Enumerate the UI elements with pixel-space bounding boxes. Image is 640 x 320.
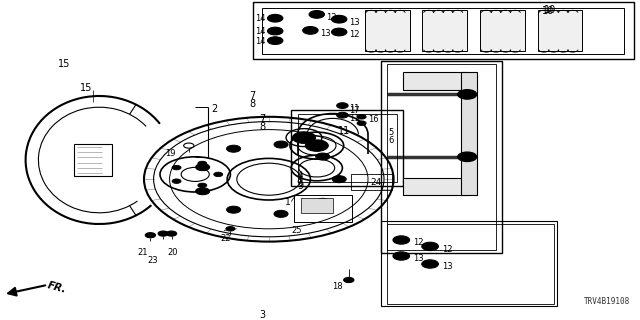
Text: 15: 15 xyxy=(80,83,93,93)
Text: 18: 18 xyxy=(332,282,342,291)
Circle shape xyxy=(332,176,346,183)
Circle shape xyxy=(274,141,288,148)
Polygon shape xyxy=(480,10,525,51)
Text: FR.: FR. xyxy=(46,281,67,295)
Bar xyxy=(291,110,403,186)
Circle shape xyxy=(316,198,330,205)
Text: 11: 11 xyxy=(338,126,351,136)
Text: 16: 16 xyxy=(368,115,379,124)
Text: 14: 14 xyxy=(255,14,266,23)
Circle shape xyxy=(309,11,324,18)
Bar xyxy=(298,114,397,182)
Circle shape xyxy=(357,115,366,119)
Bar xyxy=(387,64,496,250)
Bar xyxy=(351,174,392,190)
Bar xyxy=(381,61,502,253)
Text: 17: 17 xyxy=(349,106,360,115)
Circle shape xyxy=(316,153,330,160)
Circle shape xyxy=(198,183,207,188)
Text: 12: 12 xyxy=(349,30,359,39)
Text: 11: 11 xyxy=(349,114,359,123)
Text: 22: 22 xyxy=(220,234,230,243)
Text: 7: 7 xyxy=(259,114,266,124)
Text: 8: 8 xyxy=(259,122,266,132)
Text: 24: 24 xyxy=(370,178,381,187)
Text: 6: 6 xyxy=(388,136,394,145)
Text: 21: 21 xyxy=(138,248,148,257)
Circle shape xyxy=(227,206,241,213)
Circle shape xyxy=(166,231,177,236)
Text: 4: 4 xyxy=(298,173,304,183)
Bar xyxy=(74,144,112,176)
Text: 8: 8 xyxy=(250,99,256,109)
Text: 9: 9 xyxy=(298,181,304,191)
Circle shape xyxy=(332,28,347,36)
Text: 12: 12 xyxy=(442,245,452,254)
Circle shape xyxy=(303,27,318,34)
Text: 10: 10 xyxy=(544,5,556,15)
Circle shape xyxy=(172,179,181,183)
Bar xyxy=(387,224,554,304)
Circle shape xyxy=(226,227,235,231)
Bar xyxy=(403,72,467,90)
Text: 4: 4 xyxy=(296,171,303,181)
Text: 5: 5 xyxy=(388,128,394,137)
Polygon shape xyxy=(365,10,410,51)
Bar xyxy=(461,72,477,195)
Circle shape xyxy=(393,236,410,244)
Text: 20: 20 xyxy=(168,248,178,257)
Text: 23: 23 xyxy=(147,256,158,265)
Bar xyxy=(403,178,467,195)
Polygon shape xyxy=(422,10,467,51)
Text: 13: 13 xyxy=(413,254,424,263)
Circle shape xyxy=(458,90,477,99)
Text: 14: 14 xyxy=(255,37,266,46)
Text: 13: 13 xyxy=(320,29,331,38)
Text: 10: 10 xyxy=(541,6,554,16)
Text: 11: 11 xyxy=(349,104,359,113)
Circle shape xyxy=(332,15,347,23)
Text: 1: 1 xyxy=(285,198,291,207)
Circle shape xyxy=(305,140,328,151)
Polygon shape xyxy=(538,10,582,51)
Circle shape xyxy=(337,112,348,118)
Circle shape xyxy=(422,260,438,268)
Circle shape xyxy=(268,37,283,44)
Text: TRV4B19108: TRV4B19108 xyxy=(584,297,630,306)
Text: 15: 15 xyxy=(58,59,70,69)
Text: 19: 19 xyxy=(166,149,176,158)
Circle shape xyxy=(158,231,168,236)
Circle shape xyxy=(393,252,410,260)
Circle shape xyxy=(422,242,438,251)
Circle shape xyxy=(268,27,283,35)
Text: 3: 3 xyxy=(259,310,266,320)
Text: 7: 7 xyxy=(250,91,256,101)
Text: 14: 14 xyxy=(255,27,266,36)
Circle shape xyxy=(214,172,223,177)
Circle shape xyxy=(344,277,354,283)
Text: 2: 2 xyxy=(211,104,218,114)
Circle shape xyxy=(172,165,181,170)
Text: 9: 9 xyxy=(296,179,303,189)
Bar xyxy=(381,221,557,306)
Text: 25: 25 xyxy=(291,226,301,235)
Bar xyxy=(301,198,333,213)
Bar xyxy=(294,195,352,222)
Circle shape xyxy=(198,161,207,166)
Text: 12: 12 xyxy=(326,13,337,22)
Circle shape xyxy=(274,210,288,217)
Circle shape xyxy=(268,14,283,22)
Text: 13: 13 xyxy=(442,262,452,271)
Text: 12: 12 xyxy=(413,238,423,247)
Circle shape xyxy=(357,121,366,125)
Circle shape xyxy=(337,103,348,108)
Circle shape xyxy=(292,132,316,143)
Circle shape xyxy=(227,145,241,152)
Circle shape xyxy=(196,188,210,195)
Circle shape xyxy=(458,152,477,162)
Circle shape xyxy=(196,164,210,171)
Circle shape xyxy=(145,233,156,238)
Text: 13: 13 xyxy=(349,18,360,27)
